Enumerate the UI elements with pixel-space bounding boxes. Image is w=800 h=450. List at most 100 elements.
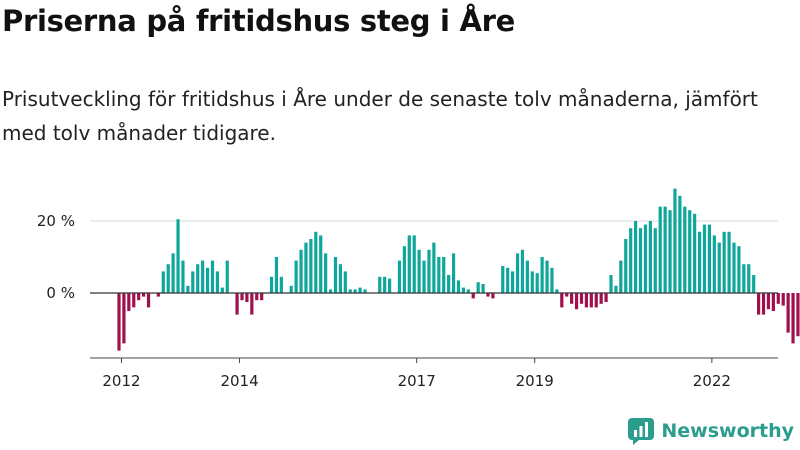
bar bbox=[269, 276, 274, 293]
bar bbox=[451, 253, 456, 293]
bar bbox=[412, 235, 416, 293]
bar bbox=[638, 228, 643, 293]
bar bbox=[515, 253, 520, 293]
bar bbox=[274, 257, 279, 293]
bar bbox=[717, 242, 721, 293]
bar bbox=[161, 271, 165, 293]
bar bbox=[407, 235, 411, 293]
bar bbox=[201, 260, 205, 293]
bar bbox=[343, 271, 347, 293]
bar bbox=[629, 228, 633, 293]
bar bbox=[328, 289, 333, 293]
bar bbox=[422, 260, 426, 293]
bar bbox=[294, 260, 298, 293]
bar bbox=[702, 224, 707, 293]
bar bbox=[594, 293, 598, 308]
bar bbox=[693, 213, 697, 293]
bar bbox=[545, 260, 549, 293]
bar bbox=[250, 293, 254, 315]
bar bbox=[255, 293, 259, 301]
bar bbox=[122, 293, 126, 344]
bar bbox=[417, 249, 421, 293]
bar bbox=[437, 257, 441, 293]
bar bbox=[205, 267, 210, 293]
x-tick-label: 2017 bbox=[398, 372, 436, 390]
bar bbox=[742, 264, 746, 293]
brand-logo: Newsworthy bbox=[627, 417, 794, 445]
y-axis-labels: 0 % 20 % bbox=[37, 212, 75, 302]
bar bbox=[648, 221, 652, 293]
bar bbox=[324, 253, 328, 293]
bar bbox=[668, 210, 672, 293]
bar bbox=[752, 275, 756, 293]
bar bbox=[156, 293, 160, 297]
bar bbox=[761, 293, 766, 315]
bar bbox=[225, 260, 229, 293]
bar bbox=[402, 246, 406, 293]
bar bbox=[501, 266, 505, 293]
x-tick-label: 2022 bbox=[693, 372, 731, 390]
bar bbox=[791, 293, 795, 344]
bar bbox=[176, 219, 180, 293]
bar bbox=[333, 257, 338, 293]
bar bbox=[240, 293, 244, 301]
bar bbox=[574, 293, 579, 310]
bar bbox=[319, 235, 323, 293]
bar bbox=[279, 276, 283, 293]
chart-title: Priserna på fritidshus steg i Åre bbox=[2, 4, 515, 38]
bar bbox=[560, 293, 564, 308]
chart-subtitle: Prisutveckling för fritidshus i Åre unde… bbox=[2, 87, 758, 145]
bar bbox=[486, 293, 490, 297]
bar bbox=[643, 224, 648, 293]
bar bbox=[781, 293, 785, 306]
bar bbox=[166, 264, 170, 293]
bar bbox=[737, 246, 741, 293]
bar bbox=[338, 264, 342, 293]
y-tick-label: 0 % bbox=[46, 284, 75, 302]
bar bbox=[584, 293, 588, 308]
bar bbox=[299, 249, 303, 293]
bar bbox=[609, 275, 613, 293]
bar bbox=[117, 293, 121, 351]
bar bbox=[191, 271, 195, 293]
bar bbox=[196, 264, 200, 293]
bar bbox=[796, 293, 800, 337]
bar bbox=[181, 260, 185, 293]
bar bbox=[353, 289, 357, 293]
bar bbox=[565, 293, 569, 297]
bar bbox=[619, 260, 623, 293]
bar bbox=[132, 293, 136, 308]
bar bbox=[142, 293, 146, 297]
bar bbox=[525, 260, 529, 293]
bar bbox=[727, 231, 731, 293]
bar bbox=[260, 293, 264, 301]
bar bbox=[220, 287, 224, 293]
bar bbox=[614, 285, 618, 293]
bar bbox=[442, 257, 446, 293]
bar bbox=[481, 284, 485, 293]
bar bbox=[304, 242, 308, 293]
bar bbox=[747, 264, 751, 293]
bar bbox=[309, 239, 313, 293]
bar bbox=[555, 289, 559, 293]
bar bbox=[530, 271, 534, 293]
bar bbox=[186, 285, 190, 293]
bar bbox=[722, 231, 726, 293]
bar bbox=[624, 239, 628, 293]
bar bbox=[466, 289, 470, 293]
bar bbox=[589, 293, 593, 308]
bar bbox=[471, 293, 475, 299]
bar bbox=[673, 188, 677, 293]
bar bbox=[388, 278, 392, 293]
bar bbox=[146, 293, 151, 308]
bar bbox=[658, 206, 662, 293]
newsworthy-logo-icon bbox=[628, 418, 655, 445]
bar bbox=[171, 253, 175, 293]
bar bbox=[604, 293, 608, 302]
bar bbox=[461, 287, 465, 293]
bar bbox=[634, 221, 638, 293]
bar bbox=[697, 231, 702, 293]
bar bbox=[786, 293, 790, 333]
bar bbox=[432, 242, 436, 293]
brand-name: Newsworthy bbox=[661, 420, 794, 442]
